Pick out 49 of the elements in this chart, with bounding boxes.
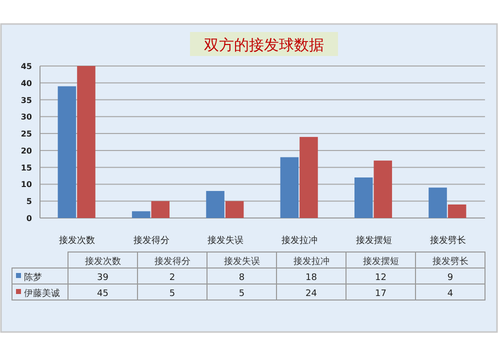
data-label: 8: [238, 273, 245, 283]
x-tick-label: 接发劈长: [430, 235, 466, 246]
y-tick-label: 0: [26, 214, 32, 223]
bar: [300, 136, 318, 218]
category-label: 接发得分: [154, 257, 190, 267]
data-label: 5: [238, 289, 245, 299]
bar: [225, 201, 244, 218]
data-label: 2: [169, 273, 176, 283]
category-label: 接发失误: [224, 257, 260, 267]
y-tick-label: 45: [20, 62, 32, 71]
y-tick-label: 30: [20, 112, 32, 122]
data-label: 24: [306, 289, 318, 299]
bar: [151, 201, 170, 218]
y-tick-label: 40: [20, 78, 32, 88]
y-tick-label: 15: [20, 163, 32, 172]
data-label: 5: [169, 289, 176, 299]
data-label: 45: [97, 289, 108, 299]
legend-label: 伊藤美诚: [24, 288, 60, 299]
data-label: 4: [447, 289, 454, 299]
y-tick-label: 25: [20, 130, 32, 139]
x-tick-label: 接发摆短: [356, 235, 392, 246]
x-tick-label: 接发失误: [207, 235, 244, 246]
x-tick-label: 接发得分: [133, 235, 170, 246]
bar: [280, 157, 299, 218]
bar: [428, 188, 447, 218]
chart-title: 双方的接发球数据: [204, 36, 324, 54]
category-label: 接发次数: [84, 257, 121, 267]
bar: [354, 177, 373, 218]
bar: [374, 160, 392, 218]
data-label: 39: [97, 273, 109, 283]
bar: [206, 190, 224, 218]
bar: [448, 204, 466, 218]
y-tick-label: 20: [20, 146, 32, 156]
legend-label: 陈梦: [24, 272, 42, 283]
y-tick-label: 5: [26, 197, 32, 206]
x-tick-label: 接发次数: [59, 235, 96, 246]
category-label: 接发摆短: [362, 257, 399, 267]
bar: [132, 211, 150, 218]
bar: [58, 86, 76, 218]
category-label: 接发拉冲: [293, 257, 330, 267]
y-tick-label: 10: [20, 180, 32, 190]
x-tick-label: 接发拉冲: [282, 235, 318, 246]
data-label: 17: [375, 289, 386, 299]
bar: [77, 66, 96, 218]
data-label: 18: [306, 273, 318, 283]
data-label: 12: [375, 273, 386, 283]
y-tick-label: 35: [20, 96, 32, 105]
category-label: 接发劈长: [432, 257, 468, 267]
data-label: 9: [447, 273, 454, 283]
